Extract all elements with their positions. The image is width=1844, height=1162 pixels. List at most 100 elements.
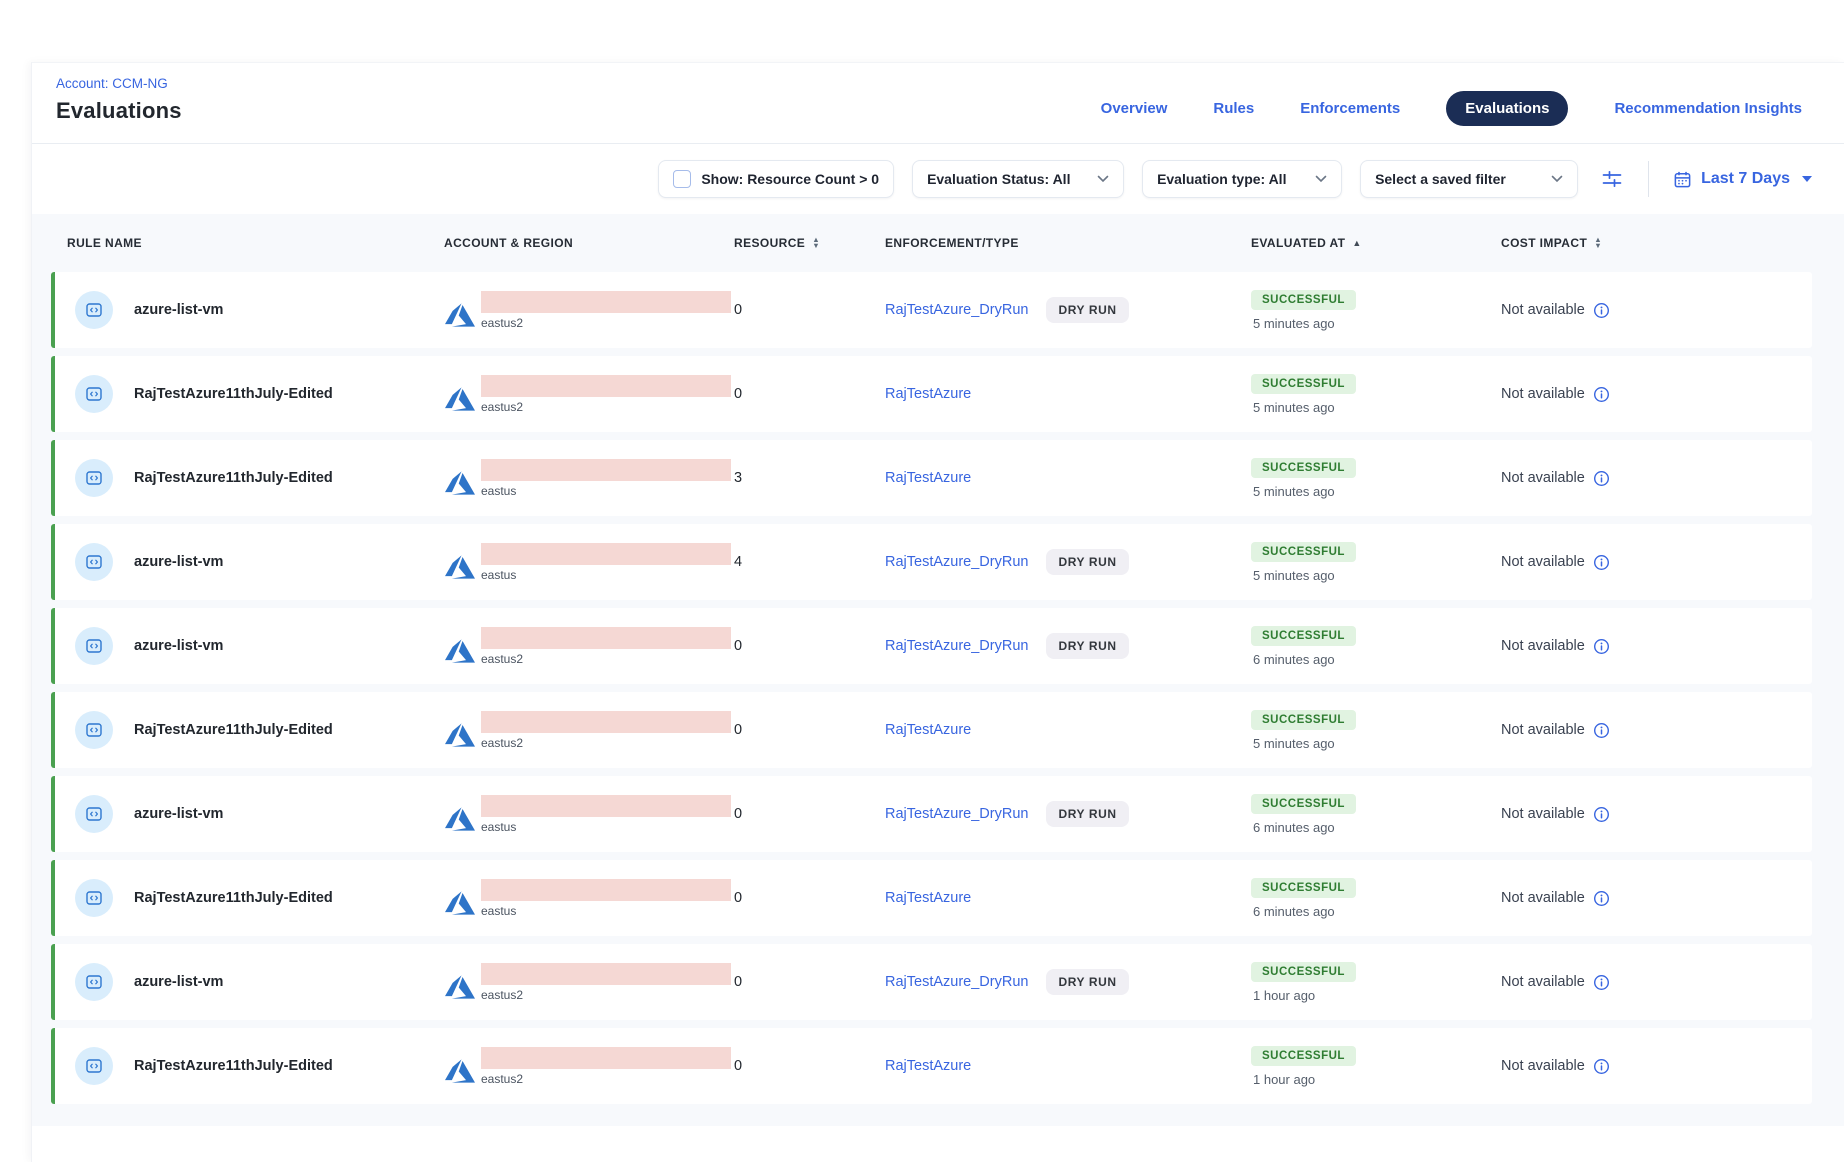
resource-count-checkbox[interactable] [673, 170, 691, 188]
info-icon[interactable] [1593, 302, 1610, 319]
region-label: eastus [481, 820, 731, 834]
col-header-rule-name: RULE NAME [67, 236, 444, 250]
azure-logo-icon [444, 888, 476, 918]
enforcement-link[interactable]: RajTestAzure [885, 722, 971, 738]
rule-icon [75, 459, 113, 497]
account-region-cell: eastus [444, 795, 734, 834]
redacted-account-name [481, 627, 731, 649]
cost-impact-cell: Not available [1501, 302, 1812, 319]
info-icon[interactable] [1593, 722, 1610, 739]
rule-name-cell: RajTestAzure11thJuly-Edited [67, 375, 444, 413]
rule-name: RajTestAzure11thJuly-Edited [134, 470, 333, 486]
sort-icon[interactable]: ▲▼ [812, 237, 820, 250]
enforcement-link[interactable]: RajTestAzure [885, 1058, 971, 1074]
rule-name: azure-list-vm [134, 806, 223, 822]
resource-count: 4 [734, 554, 885, 570]
tab-rules[interactable]: Rules [1213, 100, 1254, 117]
table-row[interactable]: RajTestAzure11thJuly-Edited eastus 0 Raj… [51, 860, 1812, 936]
info-icon[interactable] [1593, 470, 1610, 487]
evaluated-timestamp: 5 minutes ago [1251, 484, 1335, 499]
tab-overview[interactable]: Overview [1101, 100, 1168, 117]
rule-name-cell: azure-list-vm [67, 795, 444, 833]
table-row[interactable]: azure-list-vm eastus 4 RajTestAzure_DryR… [51, 524, 1812, 600]
date-range-picker[interactable]: Last 7 Days [1673, 170, 1812, 189]
enforcement-link[interactable]: RajTestAzure [885, 386, 971, 402]
info-icon[interactable] [1593, 890, 1610, 907]
evaluation-status-select[interactable]: Evaluation Status: All [912, 160, 1124, 198]
enforcement-link[interactable]: RajTestAzure_DryRun [885, 554, 1028, 570]
info-icon[interactable] [1593, 1058, 1610, 1075]
col-header-cost-impact[interactable]: COST IMPACT ▲▼ [1501, 236, 1812, 250]
evaluation-type-select[interactable]: Evaluation type: All [1142, 160, 1342, 198]
table-row[interactable]: RajTestAzure11thJuly-Edited eastus2 0 Ra… [51, 692, 1812, 768]
evaluated-at-cell: SUCCESSFUL 6 minutes ago [1251, 878, 1501, 919]
col-header-evaluated-at[interactable]: EVALUATED AT ▲ [1251, 236, 1501, 250]
table-row[interactable]: azure-list-vm eastus2 0 RajTestAzure_Dry… [51, 944, 1812, 1020]
info-icon[interactable] [1593, 386, 1610, 403]
info-icon[interactable] [1593, 974, 1610, 991]
account-region-cell: eastus [444, 879, 734, 918]
status-badge: SUCCESSFUL [1251, 290, 1356, 310]
cost-impact-value: Not available [1501, 722, 1585, 738]
rule-name: RajTestAzure11thJuly-Edited [134, 1058, 333, 1074]
cost-impact-cell: Not available [1501, 638, 1812, 655]
rule-icon [75, 375, 113, 413]
rule-icon [75, 711, 113, 749]
info-icon[interactable] [1593, 806, 1610, 823]
table-row[interactable]: azure-list-vm eastus2 0 RajTestAzure_Dry… [51, 608, 1812, 684]
resource-count: 0 [734, 806, 885, 822]
tab-evaluations[interactable]: Evaluations [1446, 91, 1568, 126]
sort-ascending-icon[interactable]: ▲ [1352, 238, 1361, 248]
table-row[interactable]: RajTestAzure11thJuly-Edited eastus2 0 Ra… [51, 356, 1812, 432]
azure-logo-icon [444, 384, 476, 414]
info-icon[interactable] [1593, 638, 1610, 655]
evaluated-timestamp: 6 minutes ago [1251, 820, 1335, 835]
cost-impact-value: Not available [1501, 302, 1585, 318]
rule-icon [75, 1047, 113, 1085]
evaluated-at-cell: SUCCESSFUL 1 hour ago [1251, 1046, 1501, 1087]
redacted-account-name [481, 1047, 731, 1069]
rule-name-cell: azure-list-vm [67, 543, 444, 581]
sort-icon[interactable]: ▲▼ [1594, 237, 1602, 250]
chevron-down-icon [1551, 175, 1563, 183]
tab-recommendation-insights[interactable]: Recommendation Insights [1614, 100, 1802, 117]
region-label: eastus [481, 904, 731, 918]
status-badge: SUCCESSFUL [1251, 458, 1356, 478]
table-row[interactable]: azure-list-vm eastus 0 RajTestAzure_DryR… [51, 776, 1812, 852]
rule-name: azure-list-vm [134, 638, 223, 654]
rule-name-cell: RajTestAzure11thJuly-Edited [67, 879, 444, 917]
dry-run-badge: DRY RUN [1046, 297, 1128, 323]
enforcement-link[interactable]: RajTestAzure [885, 470, 971, 486]
saved-filter-placeholder: Select a saved filter [1375, 171, 1506, 187]
saved-filter-select[interactable]: Select a saved filter [1360, 160, 1578, 198]
status-badge: SUCCESSFUL [1251, 374, 1356, 394]
enforcement-link[interactable]: RajTestAzure_DryRun [885, 638, 1028, 654]
azure-logo-icon [444, 636, 476, 666]
enforcement-link[interactable]: RajTestAzure [885, 890, 971, 906]
evaluation-type-value: Evaluation type: All [1157, 171, 1286, 187]
evaluated-timestamp: 5 minutes ago [1251, 568, 1335, 583]
table-row[interactable]: RajTestAzure11thJuly-Edited eastus 3 Raj… [51, 440, 1812, 516]
cost-impact-cell: Not available [1501, 806, 1812, 823]
azure-logo-icon [444, 804, 476, 834]
enforcement-link[interactable]: RajTestAzure_DryRun [885, 974, 1028, 990]
date-range-value: Last 7 Days [1701, 170, 1790, 188]
redacted-account-name [481, 879, 731, 901]
azure-logo-icon [444, 972, 476, 1002]
info-icon[interactable] [1593, 554, 1610, 571]
col-header-resource[interactable]: RESOURCE ▲▼ [734, 236, 885, 250]
account-breadcrumb-link[interactable]: Account: CCM-NG [56, 76, 182, 91]
redacted-account-name [481, 543, 731, 565]
status-badge: SUCCESSFUL [1251, 626, 1356, 646]
redacted-account-name [481, 963, 731, 985]
table-row[interactable]: azure-list-vm eastus2 0 RajTestAzure_Dry… [51, 272, 1812, 348]
filter-settings-button[interactable] [1600, 167, 1624, 191]
region-label: eastus2 [481, 736, 731, 750]
tab-enforcements[interactable]: Enforcements [1300, 100, 1400, 117]
resource-count-filter-toggle[interactable]: Show: Resource Count > 0 [658, 160, 894, 198]
enforcement-link[interactable]: RajTestAzure_DryRun [885, 302, 1028, 318]
page-header-left: Account: CCM-NG Evaluations [56, 76, 182, 124]
table-row[interactable]: RajTestAzure11thJuly-Edited eastus2 0 Ra… [51, 1028, 1812, 1104]
enforcement-link[interactable]: RajTestAzure_DryRun [885, 806, 1028, 822]
rule-icon [75, 879, 113, 917]
